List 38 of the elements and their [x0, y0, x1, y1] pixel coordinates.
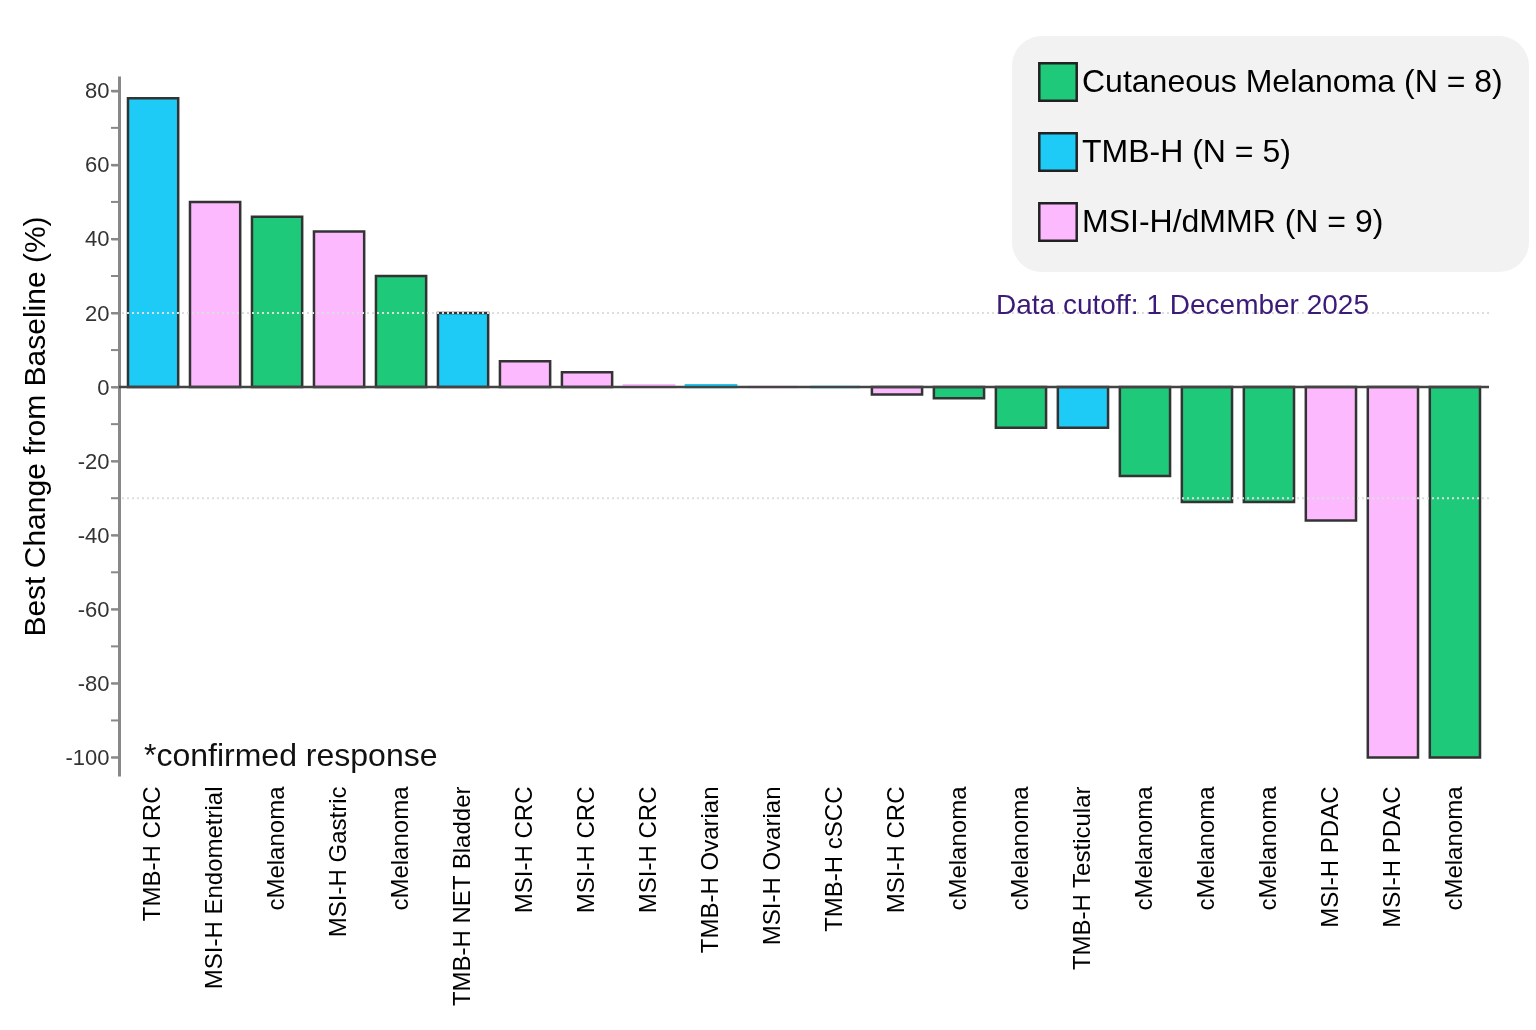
legend-label: TMB-H (N = 5) — [1082, 133, 1291, 169]
x-tick-label: TMB-H NET Bladder — [448, 786, 476, 1007]
x-tick-label: cMelanoma — [1253, 785, 1281, 911]
y-tick-label: 20 — [85, 300, 110, 326]
y-tick-label: -20 — [77, 448, 110, 474]
x-tick-label: MSI-H Endometrial — [200, 786, 228, 990]
x-tick-label: TMB-H CRC — [138, 786, 166, 922]
x-tick-label: TMB-H Ovarian — [696, 786, 724, 954]
y-tick-label: -80 — [77, 670, 110, 696]
y-tick-label: -40 — [77, 522, 110, 548]
x-tick-label: MSI-H Gastric — [324, 786, 352, 938]
x-tick-label: MSI-H Ovarian — [758, 786, 785, 946]
annotation: Data cutoff: 1 December 2025 — [995, 289, 1369, 320]
x-tick-label: TMB-H Testicular — [1067, 786, 1095, 971]
y-tick-label: 60 — [85, 152, 110, 178]
legend-label: MSI-H/dMMR (N = 9) — [1082, 203, 1384, 239]
x-tick-label: cMelanoma — [1439, 785, 1467, 911]
y-tick-label: 40 — [85, 226, 110, 252]
x-tick-label: cMelanoma — [943, 785, 971, 911]
y-tick-label: 80 — [85, 78, 110, 104]
x-tick-label: cMelanoma — [1005, 785, 1033, 911]
x-tick-label: MSI-H CRC — [881, 786, 909, 914]
x-tick-label: MSI-H PDAC — [1377, 786, 1405, 928]
x-tick-label: cMelanoma — [262, 785, 290, 911]
legend-label: Cutaneous Melanoma (N = 8) — [1082, 63, 1503, 99]
x-tick-label: MSI-H CRC — [572, 786, 600, 914]
y-tick-label: 0 — [97, 374, 110, 400]
y-tick-label: -60 — [77, 596, 110, 622]
x-tick-label: MSI-H PDAC — [1315, 786, 1343, 928]
x-tick-label: TMB-H cSCC — [820, 786, 847, 932]
x-tick-label: MSI-H CRC — [634, 786, 662, 914]
y-tick-label: -100 — [65, 744, 110, 770]
x-tick-label: cMelanoma — [386, 785, 414, 911]
y-axis-title: Best Change from Baseline (%) — [18, 216, 52, 637]
x-tick-label: cMelanoma — [1129, 785, 1157, 911]
x-tick-label: MSI-H CRC — [510, 786, 538, 914]
annotation: *confirmed response — [144, 737, 438, 773]
x-tick-label: cMelanoma — [1191, 785, 1219, 911]
